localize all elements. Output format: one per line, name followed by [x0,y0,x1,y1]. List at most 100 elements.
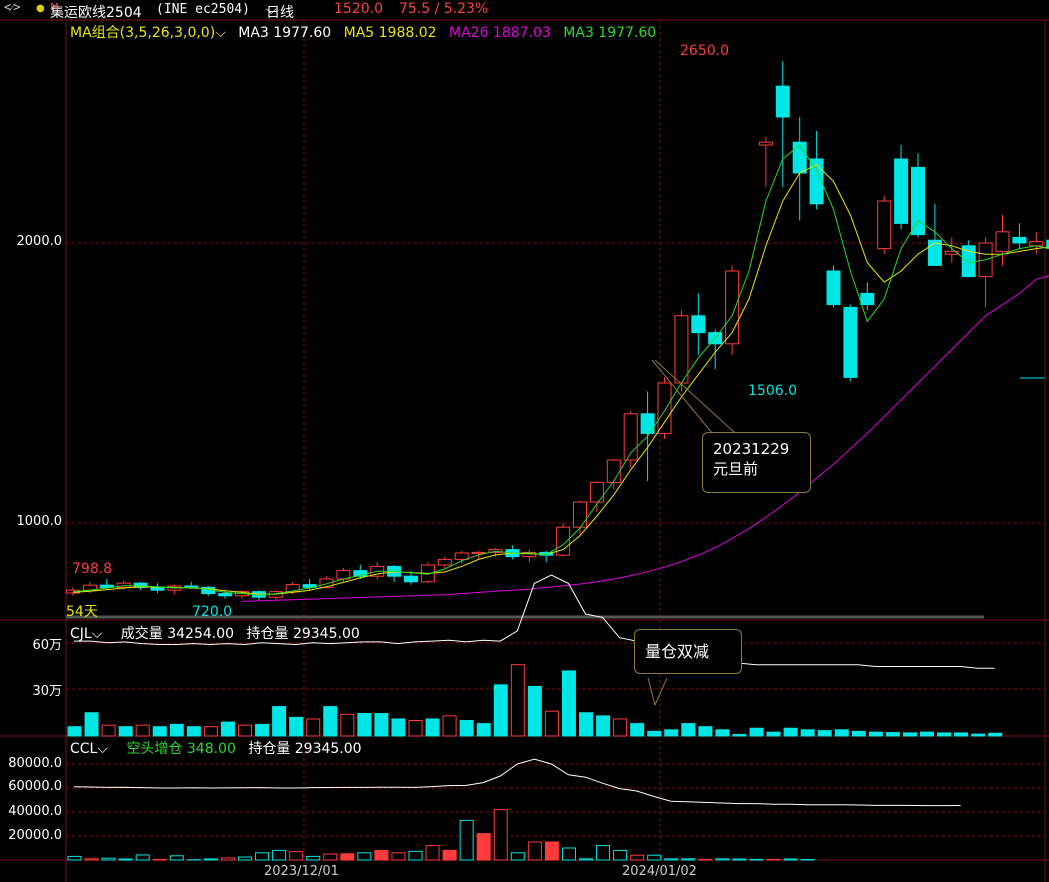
volume-bar [169,723,184,737]
candle-body [691,315,706,334]
candle-body [437,558,452,566]
candle-body [623,413,638,461]
day-count-label: 54天 [66,604,98,620]
ccl-bar [561,847,576,861]
volume-bar [613,718,628,737]
candle-body [218,593,233,597]
ccl-bar [596,845,611,861]
ccl-bar [630,854,645,861]
price-tick-1000: 1000.0 [16,514,63,529]
candle-body [792,141,807,174]
candle-body [775,85,790,118]
volume-bar [664,729,679,737]
cjl-selector[interactable]: CJL [70,626,92,642]
ccl-bar [749,858,764,861]
ccl-bar [493,809,508,861]
candle-body [877,200,892,250]
chevron-down-icon[interactable]: ⌵ [91,626,103,642]
ccl-tick-40000: 40000.0 [8,804,62,819]
volume-bar [306,718,321,737]
volume-bar [391,718,406,737]
ccl-bar [152,858,167,861]
volume-bar [135,724,150,737]
ccl-bar [715,858,730,861]
start-low-marker: 720.0 [192,604,233,620]
volume-bar [220,721,235,737]
candle-body [640,413,655,434]
chevron-down-icon[interactable]: ⌵ [215,25,226,41]
volume-bar [817,730,832,737]
ccl-selector[interactable]: CCL [70,741,98,757]
ma3-green-value: MA3 1977.60 [563,25,657,41]
candle-body [995,231,1010,252]
ccl-bar [289,851,304,861]
ma-combo-selector[interactable]: MA组合(3,5,26,3,0,0) [70,25,216,41]
ccl-bar [613,849,628,861]
ccl-bar [340,853,355,861]
date-label-2: 2024/01/02 [622,864,697,879]
cjl-tick-30w: 30万 [32,684,62,699]
candle-body [319,578,334,588]
volume-bar [527,685,542,737]
annotation-box-volume[interactable]: 量仓双减 [634,629,742,674]
volume-bar [783,727,798,737]
ccl-bar [442,849,457,861]
ccl-bar [766,858,781,861]
volume-value: 成交量 34254.00 [120,626,235,642]
candle-body [573,501,587,528]
annotation-pointer [654,359,736,434]
volume-bar [152,726,167,737]
main-contract-marker: M [50,2,59,13]
volume-bar [920,731,934,737]
volume-bar [323,706,338,737]
candle-body [860,292,875,306]
volume-bar [698,726,713,737]
candle-body [961,245,976,278]
volume-bar [868,731,883,737]
ccl-bar [374,849,389,861]
volume-bar [255,723,270,737]
ccl-bar [664,858,679,861]
ccl-bar [527,841,542,861]
candle-body [150,586,165,591]
ccl-bar [357,852,372,861]
cjl-tick-60w: 60万 [32,638,62,653]
ccl-bar [579,858,593,861]
ccl-bar [272,849,287,861]
volume-bar [800,729,815,737]
volume-bar [408,720,423,737]
ccl-bar [67,855,82,861]
volume-bar [561,670,576,737]
annotation-pointer [651,359,713,434]
annotation-box-holiday[interactable]: 20231229 元旦前 [702,432,811,493]
volume-bar [885,732,900,737]
candle-body [589,481,604,503]
volume-bar [971,733,986,737]
volume-bar [579,712,593,737]
candle-body [657,382,672,434]
ccl-bar [323,853,338,861]
volume-bar [749,727,764,737]
volume-bar [732,733,747,737]
volume-bar [476,723,491,737]
candle-body [826,270,841,306]
price-change: 75.5 / 5.23% [399,1,489,17]
ccl-tick-80000: 80000.0 [8,756,62,771]
ma26-value: MA26 1887.03 [449,25,551,41]
volume-bar [101,724,116,737]
chevron-down-icon[interactable]: ⌵ [97,741,108,757]
candle-body [556,526,571,556]
candle-body [404,575,418,583]
volume-bar [988,732,1003,737]
annotation-text: 元旦前 [713,460,759,478]
annotation-date: 20231229 [713,440,790,458]
ccl-bar [510,852,525,861]
window-toggle-icon[interactable]: <⁄> [4,0,21,14]
ccl-bar [425,845,440,861]
ccl-bar [135,854,150,861]
candle-body [606,459,621,483]
contract-code: (INE ec2504) [156,2,250,17]
volume-bar [937,732,952,737]
volume-bar [510,664,525,737]
high-price-marker: 2650.0 [680,43,729,59]
